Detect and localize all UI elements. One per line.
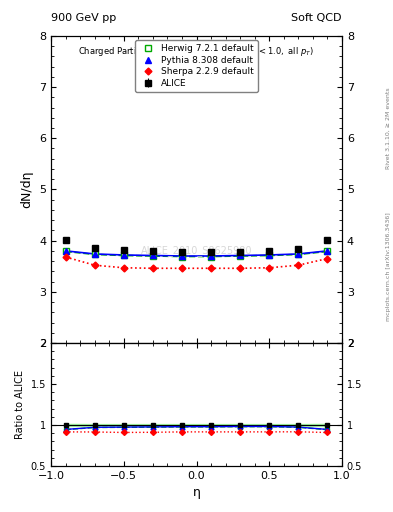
Herwig 7.2.1 default (121, 252, 126, 259)
Text: Soft QCD: Soft QCD (292, 13, 342, 23)
Pythia 8.308 default (325, 248, 330, 254)
Line: Pythia 8.308 default: Pythia 8.308 default (63, 248, 330, 259)
Herwig 7.2.1 default (63, 248, 68, 254)
Sherpa 2.2.9 default (92, 262, 97, 268)
Herwig 7.2.1 default (325, 248, 330, 254)
Sherpa 2.2.9 default (267, 265, 272, 271)
Pythia 8.308 default (267, 252, 272, 258)
Text: 900 GeV pp: 900 GeV pp (51, 13, 116, 23)
Sherpa 2.2.9 default (209, 265, 213, 271)
Text: mcplots.cern.ch [arXiv:1306.3436]: mcplots.cern.ch [arXiv:1306.3436] (386, 212, 391, 321)
Text: Rivet 3.1.10, ≥ 2M events: Rivet 3.1.10, ≥ 2M events (386, 87, 391, 169)
Pythia 8.308 default (92, 251, 97, 257)
Legend: Herwig 7.2.1 default, Pythia 8.308 default, Sherpa 2.2.9 default, ALICE: Herwig 7.2.1 default, Pythia 8.308 defau… (135, 40, 258, 92)
Herwig 7.2.1 default (151, 253, 155, 259)
Pythia 8.308 default (180, 253, 184, 259)
Herwig 7.2.1 default (267, 252, 272, 259)
Pythia 8.308 default (151, 252, 155, 259)
Pythia 8.308 default (121, 252, 126, 258)
Pythia 8.308 default (296, 251, 301, 257)
X-axis label: η: η (193, 486, 200, 499)
Sherpa 2.2.9 default (325, 255, 330, 262)
Pythia 8.308 default (63, 248, 68, 254)
Pythia 8.308 default (209, 253, 213, 259)
Sherpa 2.2.9 default (180, 265, 184, 271)
Sherpa 2.2.9 default (296, 262, 301, 268)
Sherpa 2.2.9 default (121, 265, 126, 271)
Sherpa 2.2.9 default (63, 254, 68, 260)
Herwig 7.2.1 default (209, 253, 213, 260)
Y-axis label: dN/dη: dN/dη (20, 170, 33, 208)
Text: ALICE_2010_S8625980: ALICE_2010_S8625980 (141, 245, 252, 257)
Herwig 7.2.1 default (238, 253, 242, 259)
Y-axis label: Ratio to ALICE: Ratio to ALICE (15, 370, 25, 439)
Herwig 7.2.1 default (92, 251, 97, 258)
Herwig 7.2.1 default (296, 251, 301, 258)
Line: Herwig 7.2.1 default: Herwig 7.2.1 default (63, 249, 330, 259)
Pythia 8.308 default (238, 252, 242, 259)
Sherpa 2.2.9 default (151, 265, 155, 271)
Sherpa 2.2.9 default (238, 265, 242, 271)
Text: Charged Particle$\eta$ Distribution  $(N_{ch} > 0, |\eta| < 1.0,\ \mathrm{all}\ : Charged Particle$\eta$ Distribution $(N_… (79, 45, 314, 58)
Herwig 7.2.1 default (180, 253, 184, 260)
Line: Sherpa 2.2.9 default: Sherpa 2.2.9 default (63, 254, 330, 271)
